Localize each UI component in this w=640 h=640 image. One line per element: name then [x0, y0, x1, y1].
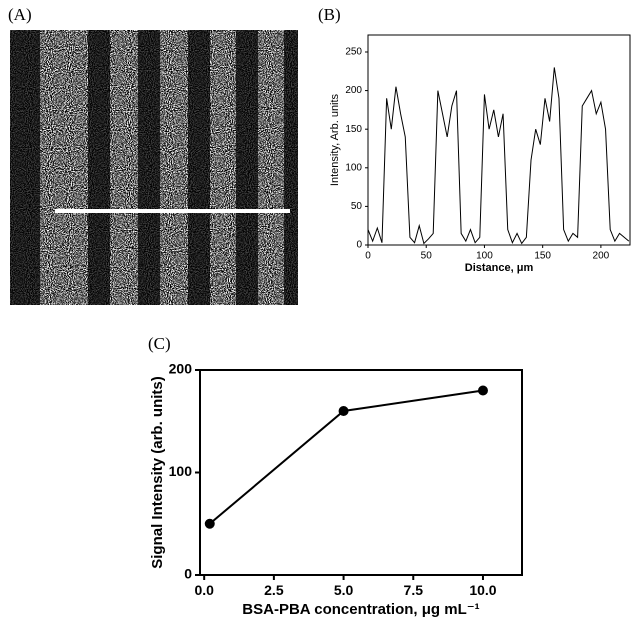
- plot-frame: [367, 34, 631, 246]
- data-point: [204, 518, 215, 529]
- x-tick-label: 0.0: [194, 582, 214, 598]
- panel-label: (B): [318, 5, 341, 24]
- y-axis-label: Intensity, Arb. units: [329, 93, 341, 186]
- plot-frame: [199, 369, 523, 576]
- data-point: [338, 406, 349, 416]
- x-axis-label: Distance, μm: [465, 262, 534, 274]
- panel-label: (C): [148, 334, 171, 353]
- y-tick-label: 200: [169, 361, 193, 377]
- data-point: [477, 385, 488, 396]
- x-tick-label: 5.0: [334, 582, 354, 598]
- x-tick-label: 100: [476, 251, 493, 262]
- y-tick-label: 0: [184, 566, 192, 582]
- y-tick-label: 50: [351, 201, 363, 212]
- y-tick-label: 100: [345, 162, 362, 173]
- x-axis-label: BSA-PBA concentration, μg mL⁻¹: [242, 601, 479, 618]
- micrograph: [10, 30, 298, 305]
- x-tick-label: 150: [534, 251, 551, 262]
- x-tick-label: 200: [593, 251, 610, 262]
- y-tick-label: 0: [356, 240, 362, 251]
- x-tick-label: 0: [365, 251, 371, 262]
- y-tick-label: 250: [345, 47, 362, 58]
- panel-label: (A): [8, 5, 32, 24]
- data-line: [367, 67, 630, 245]
- y-tick-label: 100: [169, 463, 193, 479]
- x-tick-label: 7.5: [404, 582, 424, 598]
- x-tick-label: 50: [421, 251, 433, 262]
- y-tick-label: 200: [345, 85, 362, 96]
- y-tick-label: 150: [345, 124, 362, 135]
- x-tick-label: 10.0: [469, 582, 496, 598]
- y-axis-label: Signal Intensity (arb. units): [149, 376, 166, 569]
- x-tick-label: 2.5: [264, 582, 284, 598]
